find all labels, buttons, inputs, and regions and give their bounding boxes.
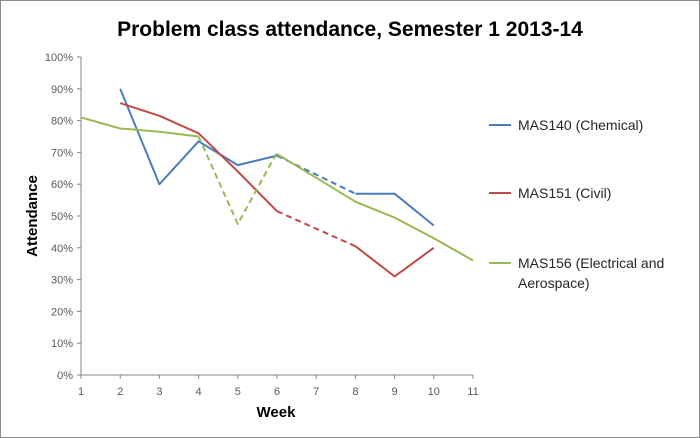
series-line [119, 88, 278, 186]
legend-item: MAS151 (Civil) [489, 185, 611, 201]
y-tick-label: 60% [51, 179, 73, 191]
series-dashed-line [276, 210, 356, 248]
x-tick-label: 8 [352, 386, 358, 398]
series-dashed-line [197, 136, 278, 225]
x-tick-label: 3 [156, 386, 162, 398]
y-tick-label: 20% [51, 306, 73, 318]
series-lines [80, 88, 474, 278]
x-tick-label: 5 [235, 386, 241, 398]
legend-label: MAS156 (Electrical and [518, 255, 664, 271]
series-line [119, 102, 278, 212]
legend-label: MAS140 (Chemical) [518, 117, 643, 133]
x-tick-label: 10 [428, 386, 440, 398]
x-tick-label: 11 [467, 386, 478, 398]
x-tick-label: 7 [313, 386, 319, 398]
legend-item: MAS140 (Chemical) [489, 117, 643, 133]
x-tick-labels: 1 2 3 4 5 6 7 8 9 10 11 [78, 375, 479, 398]
y-tick-labels: 0% 10% 20% 30% 40% 50% 60% 70% 80% 90% 100% [45, 52, 81, 382]
series-2 [119, 102, 435, 278]
x-tick-label: 4 [196, 386, 202, 398]
x-axis-label: Week [257, 404, 297, 421]
y-tick-label: 30% [51, 275, 73, 287]
x-tick-label: 1 [78, 386, 84, 398]
y-tick-label: 70% [51, 147, 73, 159]
series-1 [119, 88, 435, 227]
series-line [354, 245, 435, 278]
chart-title: Problem class attendance, Semester 1 201… [117, 18, 583, 41]
legend: MAS140 (Chemical) MAS151 (Civil) MAS156 (E… [489, 117, 664, 291]
series-3 [80, 116, 474, 262]
y-tick-label: 100% [45, 52, 73, 64]
y-tick-label: 50% [51, 211, 73, 223]
legend-label: Aerospace) [518, 275, 590, 291]
y-tick-label: 10% [51, 338, 73, 350]
series-line [80, 116, 199, 138]
series-line [276, 153, 474, 262]
legend-item: MAS156 (Electrical and Aerospace) [489, 255, 664, 291]
y-tick-label: 90% [51, 84, 73, 96]
y-axis-label: Attendance [24, 175, 41, 257]
x-tick-label: 2 [117, 386, 123, 398]
y-tick-label: 40% [51, 243, 73, 255]
axes [80, 57, 473, 376]
series-line [355, 192, 435, 227]
x-tick-label: 9 [392, 386, 398, 398]
y-tick-label: 0% [57, 370, 73, 382]
legend-label: MAS151 (Civil) [518, 185, 611, 201]
x-tick-label: 6 [274, 386, 280, 398]
y-tick-label: 80% [51, 116, 73, 128]
